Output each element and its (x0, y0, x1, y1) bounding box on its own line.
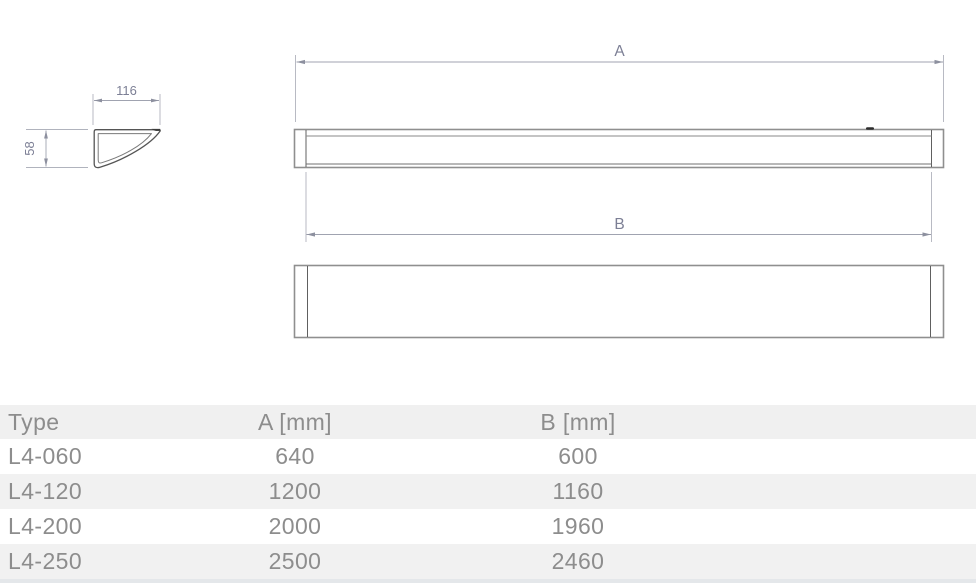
profile-section-view: 116 58 (22, 83, 161, 169)
type-value: L4-060 (8, 443, 83, 469)
profile-outline (93, 129, 161, 169)
profile-width-value: 116 (116, 83, 137, 98)
arrowhead-left-icon (94, 98, 102, 103)
a-mm-value: 2000 (268, 513, 322, 539)
profile-tip-detail (151, 128, 161, 132)
profile-height-value: 58 (22, 141, 37, 155)
type-value: L4-250 (8, 548, 83, 574)
table-row: L4-200 2000 1960 (0, 509, 976, 544)
fixture-bottom-view (293, 264, 945, 339)
arrowhead-right-icon (922, 232, 931, 237)
type-value: L4-200 (8, 513, 83, 539)
size-table: Type A [mm] B [mm] L4-060 640 600 L4-120… (0, 405, 976, 583)
table-row: L4-060 640 600 (0, 439, 976, 474)
column-header-a-mm: A [mm] (258, 408, 332, 435)
fixture-top-detail-dot (866, 127, 874, 130)
a-mm-value: 640 (275, 443, 315, 469)
b-mm-value: 2460 (551, 548, 605, 574)
dimension-a-label: A (614, 43, 625, 60)
dimension-b-label: B (614, 216, 624, 233)
b-mm-value: 600 (558, 443, 598, 469)
dimension-116: 116 (92, 83, 161, 125)
column-header-type: Type (8, 408, 60, 435)
a-mm-value: 1200 (268, 478, 322, 504)
b-mm-value: 1160 (552, 478, 604, 504)
column-header-b-mm: B [mm] (540, 408, 616, 435)
arrowhead-left-icon (296, 59, 305, 65)
profile-inner-line (97, 133, 152, 164)
fixture-side-view (293, 127, 945, 169)
a-mm-value: 2500 (268, 548, 322, 574)
type-value: L4-120 (8, 478, 83, 504)
arrowhead-down-icon (44, 158, 48, 167)
table-header-row: Type A [mm] B [mm] (0, 405, 976, 439)
arrowhead-up-icon (44, 130, 48, 139)
table-row: L4-120 1200 1160 (0, 474, 976, 509)
arrowhead-left-icon (306, 232, 315, 237)
technical-drawing: 116 58 A (22, 43, 945, 339)
table-bottom-strip (0, 579, 976, 583)
arrowhead-right-icon (934, 59, 943, 65)
dimension-b: B (305, 172, 932, 242)
table-row: L4-250 2500 2460 (0, 544, 976, 579)
b-mm-value: 1960 (551, 513, 605, 539)
dimension-58: 58 (22, 129, 88, 168)
arrowhead-right-icon (151, 98, 159, 103)
dimension-a: A (295, 43, 944, 122)
